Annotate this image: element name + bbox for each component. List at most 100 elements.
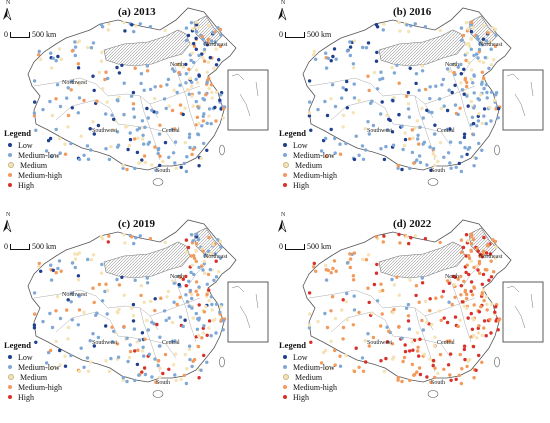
city-point-medium xyxy=(484,295,489,299)
city-point-medium-low xyxy=(195,327,200,331)
city-point-medium-high xyxy=(37,53,41,57)
city-point-medium xyxy=(66,337,70,341)
city-point-medium-high xyxy=(33,312,37,316)
city-point-medium xyxy=(415,331,420,335)
city-point-medium-low xyxy=(434,84,438,88)
city-point-medium-low xyxy=(323,99,327,104)
city-point-medium-low xyxy=(148,87,153,92)
city-point-medium-high xyxy=(379,282,383,286)
city-point-medium-high xyxy=(351,274,356,278)
city-point-medium xyxy=(191,27,195,31)
city-point-medium-low xyxy=(82,365,86,369)
scale-label: 500 km xyxy=(307,30,332,39)
city-point-medium-low xyxy=(207,107,212,111)
city-point-low xyxy=(131,302,136,307)
region-label-north: North xyxy=(445,274,459,280)
city-point-medium-high xyxy=(153,308,157,313)
city-point-medium xyxy=(413,234,417,238)
city-point-medium xyxy=(148,299,153,304)
city-point-medium-low xyxy=(197,285,201,289)
city-point-medium-low xyxy=(44,149,49,153)
city-point-low xyxy=(32,323,37,327)
city-point-high xyxy=(364,360,368,364)
city-point-medium xyxy=(471,333,476,338)
city-point-medium xyxy=(97,70,102,75)
city-point-medium-low xyxy=(70,79,74,84)
city-point-medium-low xyxy=(202,141,206,146)
city-point-medium-low xyxy=(85,356,90,360)
city-point-low xyxy=(459,72,463,76)
city-point-medium xyxy=(382,22,386,26)
city-point-medium-high xyxy=(341,325,346,330)
city-point-low xyxy=(126,147,130,152)
city-point-low xyxy=(104,324,108,328)
city-point-medium xyxy=(436,159,440,164)
city-point-medium-low xyxy=(345,261,350,265)
city-point-medium-high xyxy=(159,296,163,300)
city-point-medium-low xyxy=(199,368,203,372)
city-point-low xyxy=(403,137,408,142)
city-point-medium xyxy=(467,60,471,65)
city-point-medium xyxy=(465,306,469,310)
city-point-high xyxy=(464,270,468,275)
city-point-medium-low xyxy=(139,72,144,76)
region-label-southwest: Southwest xyxy=(367,340,393,346)
city-point-medium-high xyxy=(69,88,73,92)
city-point-medium-low xyxy=(202,98,207,102)
city-point-medium-low xyxy=(206,249,211,253)
city-point-medium xyxy=(122,20,126,25)
city-point-medium-low xyxy=(209,122,213,126)
city-point-medium-low xyxy=(472,91,476,95)
city-point-medium-low xyxy=(314,57,318,61)
city-point-medium-low xyxy=(192,60,196,65)
region-label-northeast: Northeast xyxy=(479,42,503,48)
city-point-medium xyxy=(190,51,194,55)
city-point-high xyxy=(469,311,473,316)
city-point-medium-low xyxy=(77,96,82,100)
city-point-medium-low xyxy=(324,51,328,55)
city-point-medium-low xyxy=(401,147,405,152)
city-point-low xyxy=(48,136,53,141)
city-point-medium xyxy=(370,311,374,315)
city-point-high xyxy=(161,371,165,376)
legend-item-medium: Medium xyxy=(279,372,337,382)
city-point-medium-low xyxy=(472,53,476,58)
city-point-medium-low xyxy=(216,238,220,242)
city-point-medium xyxy=(307,111,312,115)
city-point-high xyxy=(476,268,480,272)
city-point-low xyxy=(200,52,204,56)
city-point-medium xyxy=(207,298,211,303)
city-point-high xyxy=(411,348,415,352)
city-point-low xyxy=(96,123,101,128)
city-point-medium-low xyxy=(88,339,92,343)
city-point-medium-low xyxy=(361,157,366,161)
city-point-medium-low xyxy=(77,157,82,162)
north-label: N xyxy=(6,0,11,6)
city-point-medium-high xyxy=(156,358,161,363)
region-label-southwest: Southwest xyxy=(92,128,118,134)
city-point-medium-low xyxy=(422,140,427,144)
city-point-medium xyxy=(37,265,41,269)
city-point-medium xyxy=(420,106,424,111)
city-point-medium xyxy=(385,113,389,117)
city-point-medium xyxy=(174,378,178,382)
city-point-medium-low xyxy=(132,29,136,34)
city-point-medium-high xyxy=(483,267,487,272)
city-point-medium-low xyxy=(420,276,424,280)
city-point-medium xyxy=(210,90,214,95)
city-point-medium-high xyxy=(200,264,204,268)
city-point-low xyxy=(158,163,162,168)
city-point-low xyxy=(120,63,124,67)
city-point-medium xyxy=(57,47,62,51)
city-point-medium-high xyxy=(159,84,163,88)
city-point-medium xyxy=(361,257,365,262)
city-point-medium-high xyxy=(314,269,318,273)
city-point-medium-low xyxy=(214,275,219,279)
city-point-medium xyxy=(55,295,60,299)
city-point-medium-low xyxy=(146,116,150,120)
city-point-medium-high xyxy=(182,373,186,378)
city-point-medium-high xyxy=(178,103,183,107)
city-point-medium xyxy=(410,340,414,344)
city-point-medium-high xyxy=(145,69,150,73)
city-point-medium-high xyxy=(209,83,214,87)
